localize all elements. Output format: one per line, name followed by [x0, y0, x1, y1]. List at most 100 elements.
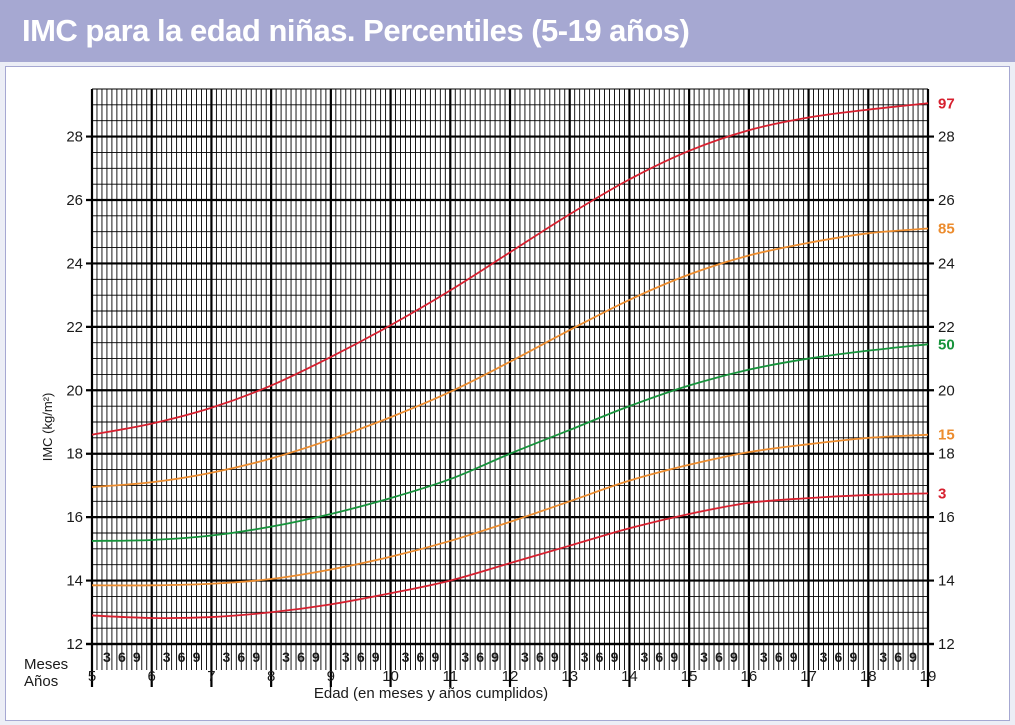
- chart-title: IMC para la edad niñas. Percentiles (5-1…: [22, 13, 690, 48]
- month-tick-label: 9: [133, 649, 141, 665]
- month-tick-label: 6: [297, 649, 305, 665]
- y-tick-label-right: 18: [938, 446, 955, 463]
- series-label-p97: 97: [938, 95, 955, 112]
- month-tick-label: 3: [581, 649, 589, 665]
- y-tick-label-right: 24: [938, 255, 955, 272]
- month-tick-label: 6: [476, 649, 484, 665]
- y-tick-label-right: 16: [938, 509, 955, 526]
- y-tick-label-right: 26: [938, 192, 955, 209]
- months-row-label: Meses: [24, 656, 68, 673]
- year-tick-label: 7: [207, 668, 215, 685]
- y-tick-label-left: 12: [66, 636, 83, 653]
- month-tick-label: 3: [521, 649, 529, 665]
- month-tick-label: 9: [790, 649, 798, 665]
- series-labels: 97 85 50 15 3: [938, 95, 955, 502]
- year-tick-label: 18: [860, 668, 877, 685]
- y-tick-label-left: 22: [66, 319, 83, 336]
- y-tick-label-left: 24: [66, 255, 83, 272]
- month-tick-label: 6: [596, 649, 604, 665]
- year-tick-label: 19: [920, 668, 937, 685]
- series: [91, 102, 929, 619]
- year-tick-label: 13: [561, 668, 578, 685]
- month-tick-label: 3: [222, 649, 230, 665]
- series-label-p3: 3: [938, 485, 946, 502]
- year-tick-label: 8: [267, 668, 275, 685]
- month-tick-label: 6: [835, 649, 843, 665]
- y-tick-label-left: 26: [66, 192, 83, 209]
- title-bar: IMC para la edad niñas. Percentiles (5-1…: [0, 0, 1015, 62]
- series-line-p97: [91, 102, 929, 436]
- month-tick-label: 6: [178, 649, 186, 665]
- year-tick-label: 11: [442, 668, 458, 685]
- month-tick-label: 3: [282, 649, 290, 665]
- month-tick-label: 3: [760, 649, 768, 665]
- month-tick-label: 3: [103, 649, 111, 665]
- month-tick-label: 9: [252, 649, 260, 665]
- year-tick-label: 6: [148, 668, 156, 685]
- year-tick-label: 15: [681, 668, 698, 685]
- month-tick-label: 6: [357, 649, 365, 665]
- month-tick-label: 3: [640, 649, 648, 665]
- series-line-p15: [91, 433, 929, 587]
- y-tick-label-right: 12: [938, 636, 955, 653]
- month-tick-label: 9: [551, 649, 559, 665]
- series-label-p15: 15: [938, 427, 955, 444]
- y-tick-label-left: 14: [66, 573, 83, 590]
- series-line-p50: [91, 343, 929, 542]
- month-tick-label: 6: [715, 649, 723, 665]
- year-tick-label: 16: [741, 668, 758, 685]
- year-tick-label: 5: [88, 668, 96, 685]
- y-tick-label-right: 28: [938, 129, 955, 146]
- month-tick-label: 3: [461, 649, 469, 665]
- month-tick-label: 6: [237, 649, 245, 665]
- year-tick-label: 9: [327, 668, 335, 685]
- month-tick-label: 3: [700, 649, 708, 665]
- y-tick-label-left: 18: [66, 446, 83, 463]
- y-tick-label-right: 22: [938, 319, 955, 336]
- x-axis-label: Edad (en meses y años cumplidos): [314, 685, 548, 702]
- month-tick-label: 6: [894, 649, 902, 665]
- year-tick-label: 14: [621, 668, 638, 685]
- y-tick-label-left: 16: [66, 509, 83, 526]
- month-tick-label: 9: [849, 649, 857, 665]
- year-tick-label: 12: [502, 668, 519, 685]
- month-tick-label: 9: [670, 649, 678, 665]
- y-axis-left: 12 14 16 18 20 22 24 26 28: [66, 129, 83, 653]
- y-axis-label: IMC (kg/m²): [40, 393, 55, 462]
- series-label-p85: 85: [938, 221, 955, 238]
- years-row-label: Años: [24, 673, 58, 690]
- series-label-p50: 50: [938, 336, 955, 353]
- month-tick-label: 3: [820, 649, 828, 665]
- month-tick-label: 9: [193, 649, 201, 665]
- month-tick-label: 9: [491, 649, 499, 665]
- month-tick-label: 9: [909, 649, 917, 665]
- month-tick-label: 9: [431, 649, 439, 665]
- year-tick-label: 10: [382, 668, 399, 685]
- month-tick-label: 9: [730, 649, 738, 665]
- month-tick-label: 9: [611, 649, 619, 665]
- y-tick-label-left: 28: [66, 129, 83, 146]
- month-tick-label: 9: [312, 649, 320, 665]
- month-tick-label: 3: [163, 649, 171, 665]
- month-tick-label: 3: [402, 649, 410, 665]
- grid: [86, 88, 934, 687]
- year-tick-label: 17: [800, 668, 817, 685]
- y-axis-right: 12 14 16 18 20 22 24 26 28: [938, 129, 955, 653]
- month-tick-label: 9: [372, 649, 380, 665]
- month-tick-label: 6: [118, 649, 126, 665]
- y-tick-label-left: 20: [66, 382, 83, 399]
- month-tick-label: 6: [655, 649, 663, 665]
- month-tick-label: 3: [879, 649, 887, 665]
- y-tick-label-right: 14: [938, 573, 955, 590]
- month-tick-label: 6: [536, 649, 544, 665]
- month-tick-label: 6: [775, 649, 783, 665]
- series-line-p85: [91, 227, 929, 488]
- series-line-p3: [91, 492, 929, 619]
- month-tick-label: 3: [342, 649, 350, 665]
- y-tick-label-right: 20: [938, 382, 955, 399]
- month-tick-label: 6: [417, 649, 425, 665]
